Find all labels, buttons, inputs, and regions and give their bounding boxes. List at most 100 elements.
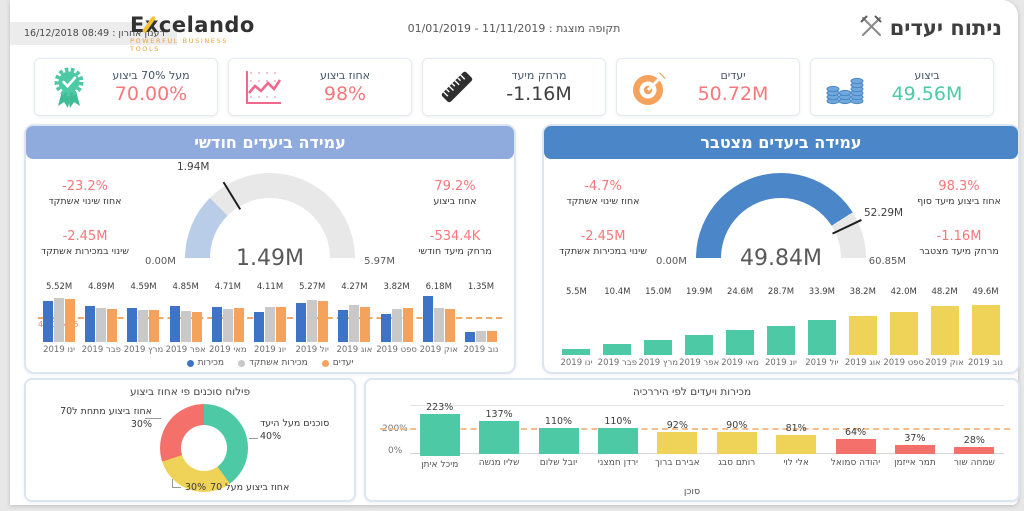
- bar[interactable]: [402, 308, 413, 342]
- bar-group[interactable]: 4.27M אוג 2019: [333, 282, 375, 355]
- bar-group[interactable]: 1.35M נוב 2019: [460, 282, 502, 355]
- bar[interactable]: [479, 421, 520, 454]
- bar-group[interactable]: 5.27M יול 2019: [291, 282, 333, 355]
- donut-chart[interactable]: [160, 404, 248, 492]
- bar-group[interactable]: 4.11M יונ 2019: [249, 282, 291, 355]
- bar[interactable]: [338, 310, 349, 342]
- bar-group[interactable]: 5.5M ינו 2019: [556, 287, 597, 368]
- bar-group[interactable]: 110% ירדן חמצני: [588, 402, 647, 470]
- kpi-card-distance-from-target[interactable]: מרחק מיעד -1.16M: [422, 58, 606, 116]
- bar[interactable]: [296, 303, 307, 342]
- bar-group[interactable]: 48.2M אוק 2019: [924, 287, 965, 368]
- hierarchy-bar-chart[interactable]: 223% מיכל איתן 137% שליו מנשה 110% יובל שלום 1…: [380, 402, 1010, 470]
- kpi-card-targets[interactable]: יעדים 50.72M: [616, 58, 800, 116]
- bar[interactable]: [444, 308, 455, 342]
- bar[interactable]: [222, 308, 233, 342]
- bar[interactable]: [380, 313, 391, 342]
- bar[interactable]: [265, 307, 276, 342]
- bar[interactable]: [894, 445, 935, 454]
- bar-group[interactable]: 37% תמר אייזמן: [885, 402, 944, 470]
- bar[interactable]: [169, 306, 180, 342]
- kpi-card-above-70-percent[interactable]: מעל 70% ביצוע 70.00%: [34, 58, 218, 116]
- bar[interactable]: [971, 304, 1000, 355]
- bar[interactable]: [211, 307, 222, 342]
- bar[interactable]: [716, 432, 757, 454]
- cumulative-panel[interactable]: עמידה ביעדים מצטבר 98.3% אחוז ביצוע מיעד…: [542, 124, 1020, 374]
- bar[interactable]: [776, 434, 817, 454]
- bar-group[interactable]: 6.18M אוק 2019: [418, 282, 460, 355]
- bar-group[interactable]: 15.0M מרץ 2019: [638, 287, 679, 368]
- bar[interactable]: [475, 331, 486, 342]
- bar[interactable]: [233, 308, 244, 342]
- bar[interactable]: [43, 301, 54, 342]
- bar-group[interactable]: 4.89M פבר 2019: [80, 282, 122, 355]
- bar-group[interactable]: 4.85M אפר 2019: [165, 282, 207, 355]
- bar[interactable]: [807, 320, 836, 355]
- bar-group[interactable]: 24.6M מאי 2019: [720, 287, 761, 368]
- bar[interactable]: [85, 305, 96, 342]
- bar[interactable]: [486, 330, 497, 342]
- bar[interactable]: [930, 305, 959, 355]
- bar[interactable]: [644, 339, 673, 355]
- cumulative-gauge[interactable]: 49.84M 0.00M 60.85M 52.29M: [656, 173, 906, 271]
- bar-group[interactable]: 223% מיכל איתן: [410, 402, 469, 470]
- bar[interactable]: [180, 311, 191, 342]
- bar[interactable]: [464, 332, 475, 342]
- bar-group[interactable]: 92% אבירם ברוך: [648, 402, 707, 470]
- monthly-panel[interactable]: עמידה ביעדים חודשי 79.2% אחוז ביצוע -534…: [24, 124, 516, 374]
- bar[interactable]: [54, 298, 65, 342]
- bar[interactable]: [603, 344, 632, 355]
- bar-group[interactable]: 64% יהודה סמואל: [826, 402, 885, 470]
- bar[interactable]: [254, 311, 265, 342]
- bar[interactable]: [835, 438, 876, 454]
- bar[interactable]: [127, 308, 138, 342]
- bar-group[interactable]: 33.9M יול 2019: [801, 287, 842, 368]
- bar[interactable]: [138, 310, 149, 342]
- bar[interactable]: [597, 427, 638, 454]
- bar-group[interactable]: 5.52M ינו 2019: [38, 282, 80, 355]
- bar[interactable]: [726, 329, 755, 355]
- bar[interactable]: [766, 325, 795, 355]
- kpi-card-performance[interactable]: ביצוע 49.56M: [810, 58, 994, 116]
- bar[interactable]: [419, 414, 460, 456]
- bar-group[interactable]: 110% יובל שלום: [529, 402, 588, 470]
- bar-group[interactable]: 90% רותם סבג: [707, 402, 766, 470]
- bar-group[interactable]: 4.71M מאי 2019: [207, 282, 249, 355]
- bar-group[interactable]: 10.4M פבר 2019: [597, 287, 638, 368]
- legend-item[interactable]: מכירות אשתקד: [237, 358, 308, 368]
- bar[interactable]: [360, 306, 371, 342]
- donut-chart-card[interactable]: פילוח סוכנים פי אחוז ביצוע סוכנים מעל הי…: [24, 378, 356, 502]
- bar-group[interactable]: 28.7M יונ 2019: [761, 287, 802, 368]
- bar[interactable]: [391, 308, 402, 342]
- bar-group[interactable]: 3.82M ספט 2019: [376, 282, 418, 355]
- bar-group[interactable]: 19.9M אפר 2019: [679, 287, 720, 368]
- hierarchy-chart-card[interactable]: מכירות ויעדים לפי היררכיה 223% מיכל איתן 1…: [364, 378, 1020, 502]
- bar-group[interactable]: 81% אלי לוי: [766, 402, 825, 470]
- bar-group[interactable]: 137% שליו מנשה: [469, 402, 528, 470]
- legend-item[interactable]: יעדים: [321, 358, 353, 368]
- bar[interactable]: [318, 301, 329, 342]
- bar[interactable]: [422, 296, 433, 342]
- bar[interactable]: [307, 300, 318, 342]
- monthly-gauge[interactable]: 1.49M 0.00M 5.97M 1.94M: [145, 161, 395, 271]
- bar[interactable]: [538, 427, 579, 454]
- legend-item[interactable]: מכירות: [186, 358, 224, 368]
- bar[interactable]: [65, 299, 76, 342]
- cumulative-bar-chart[interactable]: 5.5M ינו 2019 10.4M פבר 2019 15.0M מרץ 2019 19…: [556, 287, 1006, 368]
- bar[interactable]: [657, 431, 698, 454]
- bar-group[interactable]: 28% שמחה שור: [945, 402, 1004, 470]
- bar[interactable]: [349, 305, 360, 342]
- bar[interactable]: [848, 316, 877, 355]
- bar[interactable]: [889, 312, 918, 355]
- bar[interactable]: [562, 349, 591, 355]
- bar[interactable]: [954, 447, 995, 454]
- bar[interactable]: [685, 334, 714, 355]
- bar-group[interactable]: 38.2M אוג 2019: [842, 287, 883, 368]
- bar[interactable]: [149, 309, 160, 342]
- bar[interactable]: [433, 307, 444, 342]
- bar[interactable]: [276, 306, 287, 342]
- kpi-card-performance-percent[interactable]: אחוז ביצוע 98%: [228, 58, 412, 116]
- bar-group[interactable]: 4.59M מרץ 2019: [122, 282, 164, 355]
- bar-group[interactable]: 49.6M נוב 2019: [965, 287, 1006, 368]
